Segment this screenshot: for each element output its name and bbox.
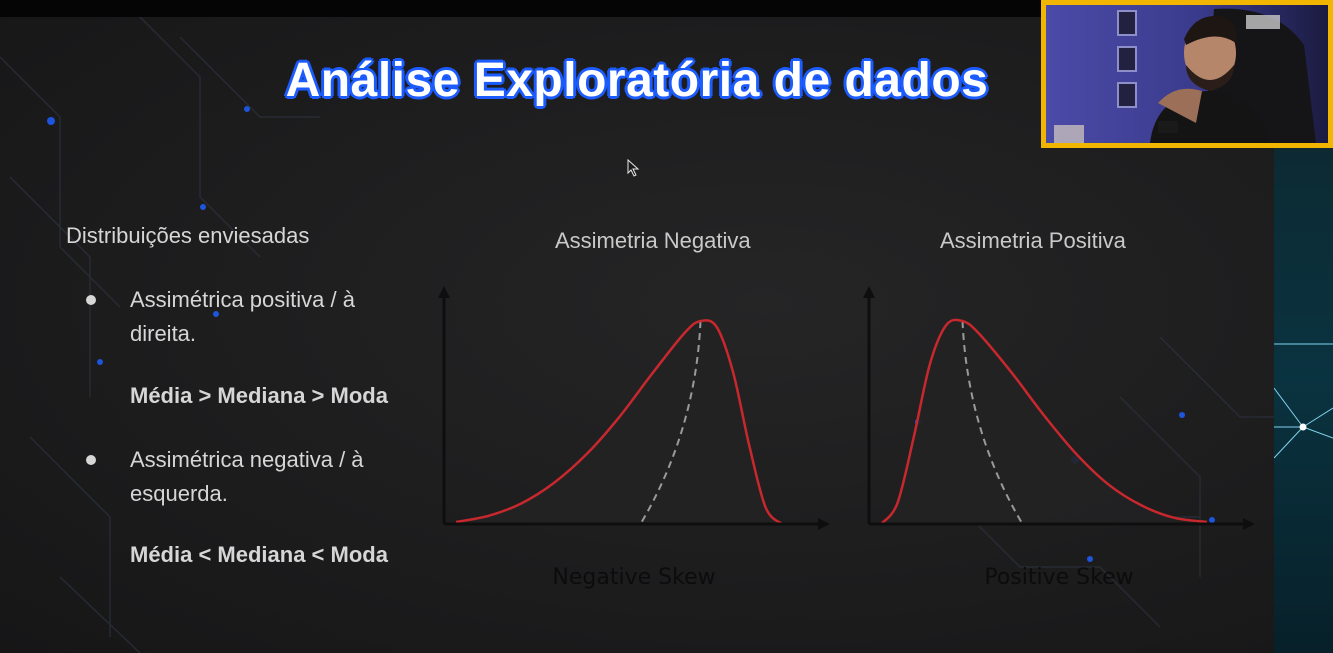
bullet-text-line: Assimétrica negativa / à (130, 447, 364, 472)
y-axis-arrow-icon (438, 286, 450, 298)
bullet-dot (86, 455, 96, 465)
x-axis-arrow-icon (818, 518, 830, 530)
x-axis-arrow-icon (1243, 518, 1255, 530)
bullet-text-line: Assimétrica positiva / à (130, 287, 355, 312)
curve-area (456, 320, 782, 524)
x-axis-label: Negative Skew (552, 565, 715, 590)
chart-title-positive: Assimetria Positiva (940, 228, 1126, 253)
webcam-overlay (1041, 0, 1333, 148)
y-axis-arrow-icon (863, 286, 875, 298)
x-axis-label: Positive Skew (984, 565, 1133, 590)
bullet-negative: Assimétrica negativa / à esquerda. (130, 443, 364, 511)
bullet-text-line: esquerda. (130, 481, 228, 506)
distribution-curve (880, 318, 1208, 525)
curve-area (881, 319, 1207, 524)
relation-positive: Média > Mediana > Moda (130, 383, 388, 408)
slide-title: Análise Exploratória de dados (285, 54, 989, 107)
mode-dashed-line (961, 321, 1024, 525)
relation-negative: Média < Mediana < Moda (130, 542, 388, 567)
background-network-graphic (1274, 148, 1333, 653)
negative-skew-chart: Negative Skew (438, 286, 830, 590)
section-heading: Distribuições enviesadas (66, 223, 310, 248)
bullet-dot (86, 295, 96, 305)
distribution-curve (455, 319, 783, 525)
chart-title-negative: Assimetria Negativa (555, 228, 751, 253)
presenter-video-feed (1046, 5, 1328, 143)
mouse-cursor-icon (627, 159, 640, 177)
top-bar (0, 0, 1333, 17)
bullet-positive: Assimétrica positiva / à direita. (130, 283, 355, 351)
positive-skew-chart: Positive Skew (863, 286, 1255, 590)
bullet-text-line: direita. (130, 321, 197, 346)
mode-dashed-line (639, 321, 702, 525)
